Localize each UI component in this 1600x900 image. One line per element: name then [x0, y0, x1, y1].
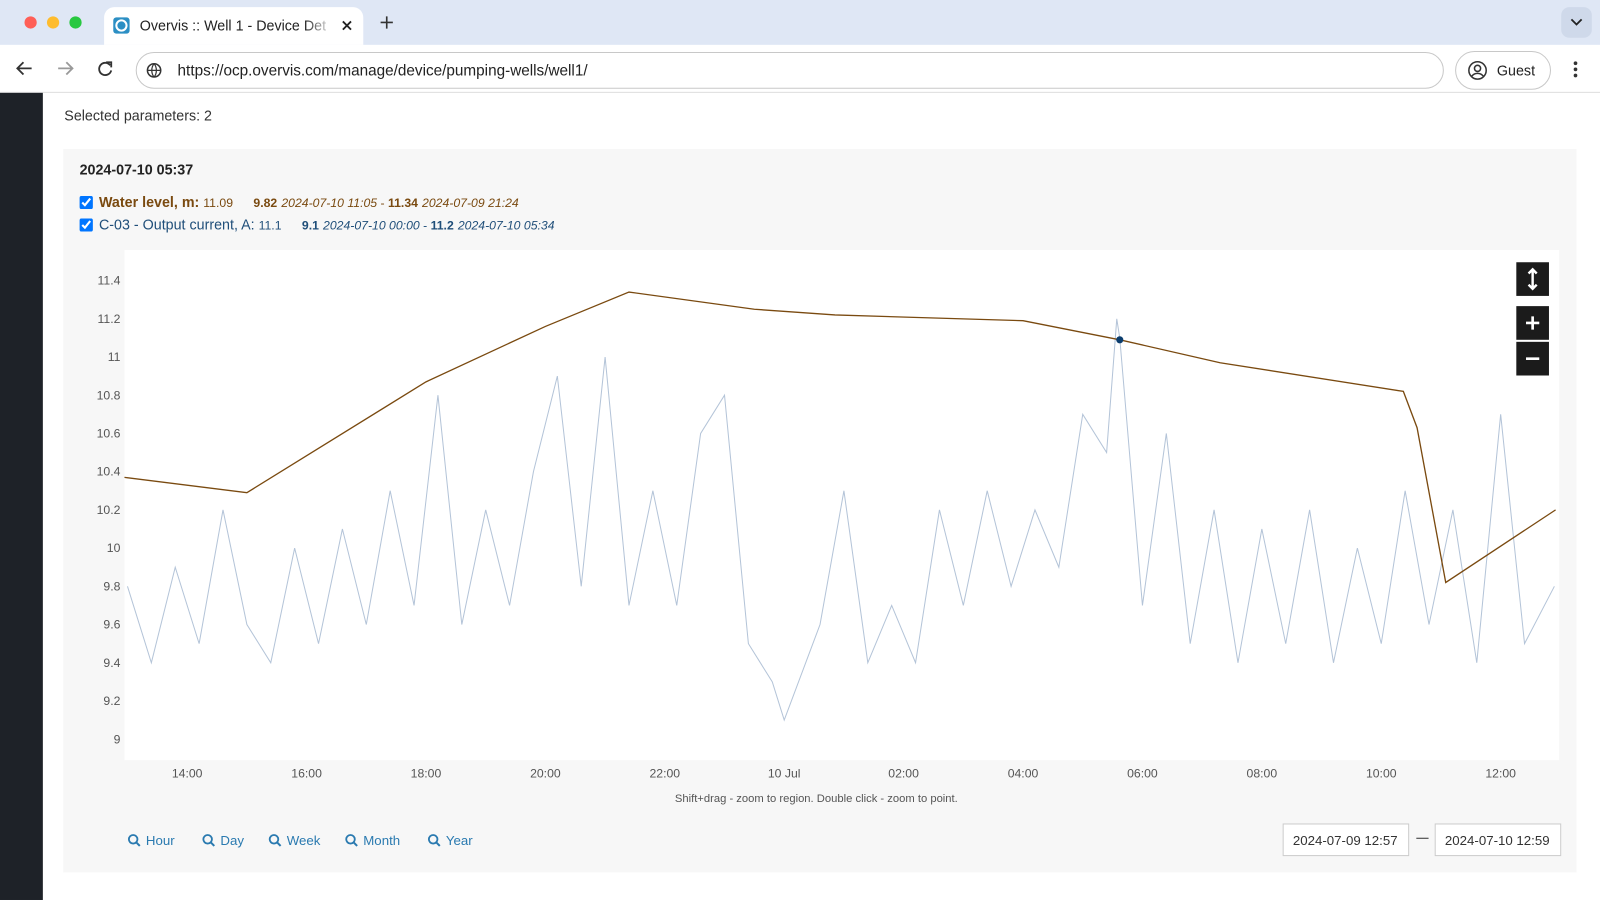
site-info[interactable] [146, 62, 162, 78]
cursor-point [1116, 336, 1124, 344]
x-tick-label: 02:00 [888, 767, 919, 781]
range-label: Year [445, 832, 473, 848]
new-tab[interactable] [379, 14, 395, 30]
y-tick-label: 10 [107, 541, 121, 555]
series-min: 9.82 [253, 195, 278, 211]
menu-button[interactable] [1569, 59, 1581, 79]
y-tick-label: 9.2 [103, 694, 120, 708]
series-line [124, 291, 1556, 584]
y-tick-label: 10.2 [97, 503, 121, 517]
series-min: 9.1 [301, 218, 319, 233]
x-tick-label: 04:00 [1008, 767, 1039, 781]
x-tick-label: 12:00 [1485, 767, 1516, 781]
y-tick-label: 9.6 [103, 618, 120, 632]
toolbar: https://ocp.overvis.com/manage/device/pu… [0, 44, 1600, 93]
autoscale-button[interactable] [1516, 262, 1549, 296]
series-line [126, 318, 1555, 722]
series-name: Water level, m [99, 194, 203, 210]
selected-parameters: Selected parameters: 2 [64, 107, 212, 124]
series-current: 11.1 [258, 218, 282, 233]
y-tick-label: 10.4 [97, 465, 121, 479]
range-label: Day [220, 832, 245, 848]
favicon [113, 17, 130, 34]
range-label: Hour [145, 832, 175, 848]
x-tick-label: 10:00 [1366, 767, 1397, 781]
series-checkbox[interactable] [79, 195, 93, 210]
zoom-out-button[interactable] [1516, 341, 1549, 376]
x-tick-label: 16:00 [291, 767, 322, 781]
minimize-window[interactable] [46, 16, 60, 29]
date-separator [1416, 837, 1429, 839]
tab-search[interactable] [1561, 7, 1592, 38]
range-label: Week [286, 832, 321, 848]
date-from[interactable]: 2024-07-09 12:57 [1282, 823, 1410, 857]
series-name: C-03 - Output current, A [99, 216, 259, 232]
series-max: 11.34 [387, 195, 418, 211]
tab-bar: Overvis :: Well 1 - Device Det [0, 0, 1600, 45]
close-window[interactable] [24, 16, 37, 29]
series-max-time: 2024-07-10 05:34 [457, 218, 555, 233]
y-tick-label: 10.6 [97, 427, 121, 441]
y-tick-label: 11 [108, 350, 121, 364]
address-bar[interactable]: https://ocp.overvis.com/manage/device/pu… [135, 52, 1444, 89]
tab-close[interactable] [341, 19, 353, 31]
y-tick-label: 9.8 [103, 579, 120, 593]
profile-button[interactable]: Guest [1455, 51, 1552, 90]
range-label: Month [363, 832, 401, 848]
chart-title: 2024-07-10 05:37 [79, 161, 194, 178]
profile-name: Guest [1496, 62, 1536, 79]
forward-button[interactable] [55, 60, 75, 76]
series-current: 11.09 [203, 195, 234, 211]
range-button[interactable]: Hour [127, 832, 175, 848]
x-tick-label: 18:00 [411, 767, 442, 781]
tab-title: Overvis :: Well 1 - Device Det [139, 17, 327, 34]
zoom-hint: Shift+drag - zoom to region. Double clic… [674, 792, 958, 806]
url: https://ocp.overvis.com/manage/device/pu… [177, 62, 588, 80]
x-tick-label: 10 Jul [768, 767, 801, 781]
tab[interactable]: Overvis :: Well 1 - Device Det [104, 7, 364, 45]
y-tick-label: 11.2 [98, 312, 121, 326]
range-button[interactable]: Day [202, 833, 244, 848]
range-button[interactable]: Week [268, 833, 320, 848]
zoom-in-button[interactable] [1516, 306, 1549, 340]
x-tick-label: 20:00 [530, 767, 561, 781]
x-tick-label: 14:00 [172, 767, 203, 781]
legend-row: C-03 - Output current, A11.1 9.1 2024-07-1… [79, 216, 555, 233]
sidebar [0, 92, 43, 900]
x-tick-label: 08:00 [1247, 767, 1278, 781]
y-tick-label: 9.4 [103, 656, 120, 670]
y-tick-label: 9 [114, 732, 121, 746]
x-tick-label: 22:00 [649, 767, 680, 781]
range-button[interactable]: Year [427, 832, 473, 848]
back-button[interactable] [14, 60, 34, 76]
maximize-window[interactable] [69, 16, 82, 29]
y-tick-label: 11.4 [98, 274, 121, 288]
series-max-time: 2024-07-09 21:24 [422, 195, 519, 211]
series-checkbox[interactable] [79, 218, 93, 232]
date-to[interactable]: 2024-07-10 12:59 [1434, 823, 1562, 857]
series-min-time: 2024-07-10 00:00 [323, 218, 431, 232]
x-tick-label: 06:00 [1127, 767, 1158, 781]
series-max: 11.2 [430, 218, 454, 233]
range-button[interactable]: Month [345, 833, 400, 848]
y-tick-label: 10.8 [97, 388, 121, 402]
reload-button[interactable] [96, 60, 114, 78]
series-min-time: 2024-07-10 11:05 [281, 196, 388, 210]
